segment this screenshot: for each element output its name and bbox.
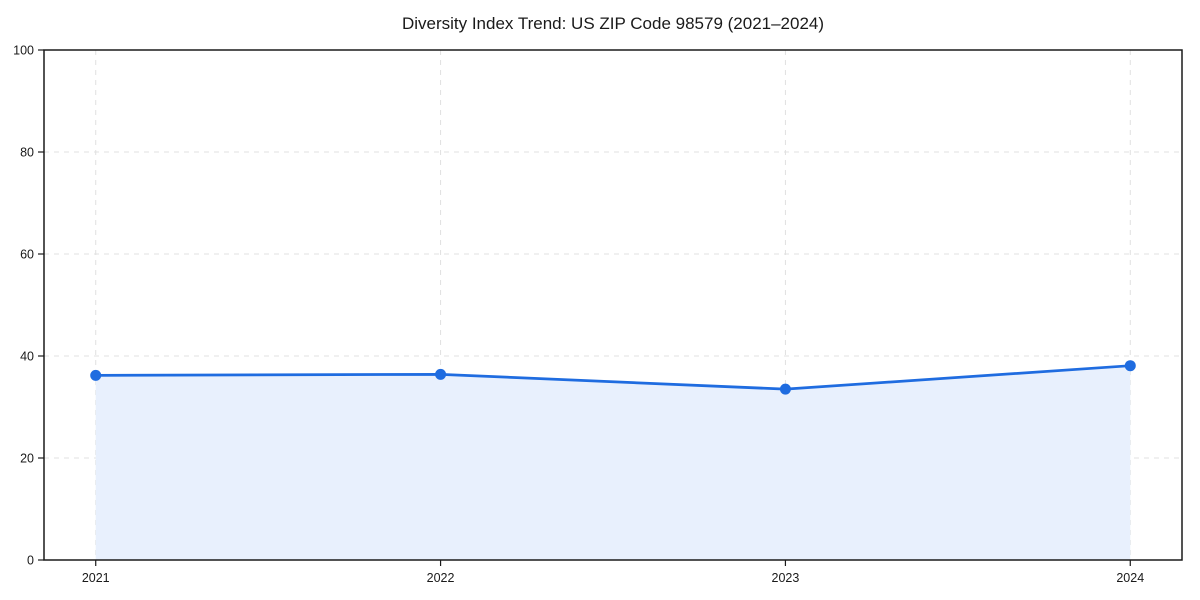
trend-line — [94, 364, 1132, 391]
x-tick-label: 2021 — [82, 571, 110, 585]
chart-title: Diversity Index Trend: US ZIP Code 98579… — [402, 14, 824, 33]
x-tick-label: 2023 — [772, 571, 800, 585]
y-axis-ticks: 0 20 40 60 80 100 — [13, 44, 44, 568]
x-axis-ticks: 2021 2022 2023 2024 — [82, 560, 1144, 585]
data-point-2021 — [90, 369, 102, 381]
y-tick-label: 100 — [13, 44, 34, 58]
data-point-2023 — [779, 383, 791, 395]
data-points — [90, 360, 1136, 395]
x-tick-label: 2022 — [427, 571, 455, 585]
plot-border — [43, 49, 1183, 561]
x-tick-label: 2024 — [1116, 571, 1144, 585]
y-tick-label: 60 — [20, 248, 34, 262]
area-fill — [95, 365, 1131, 560]
y-tick-label: 40 — [20, 350, 34, 364]
y-tick-label: 80 — [20, 146, 34, 160]
data-point-2024 — [1124, 360, 1136, 372]
data-point-2022 — [435, 368, 447, 380]
y-tick-label: 0 — [27, 554, 34, 568]
y-tick-label: 20 — [20, 452, 34, 466]
